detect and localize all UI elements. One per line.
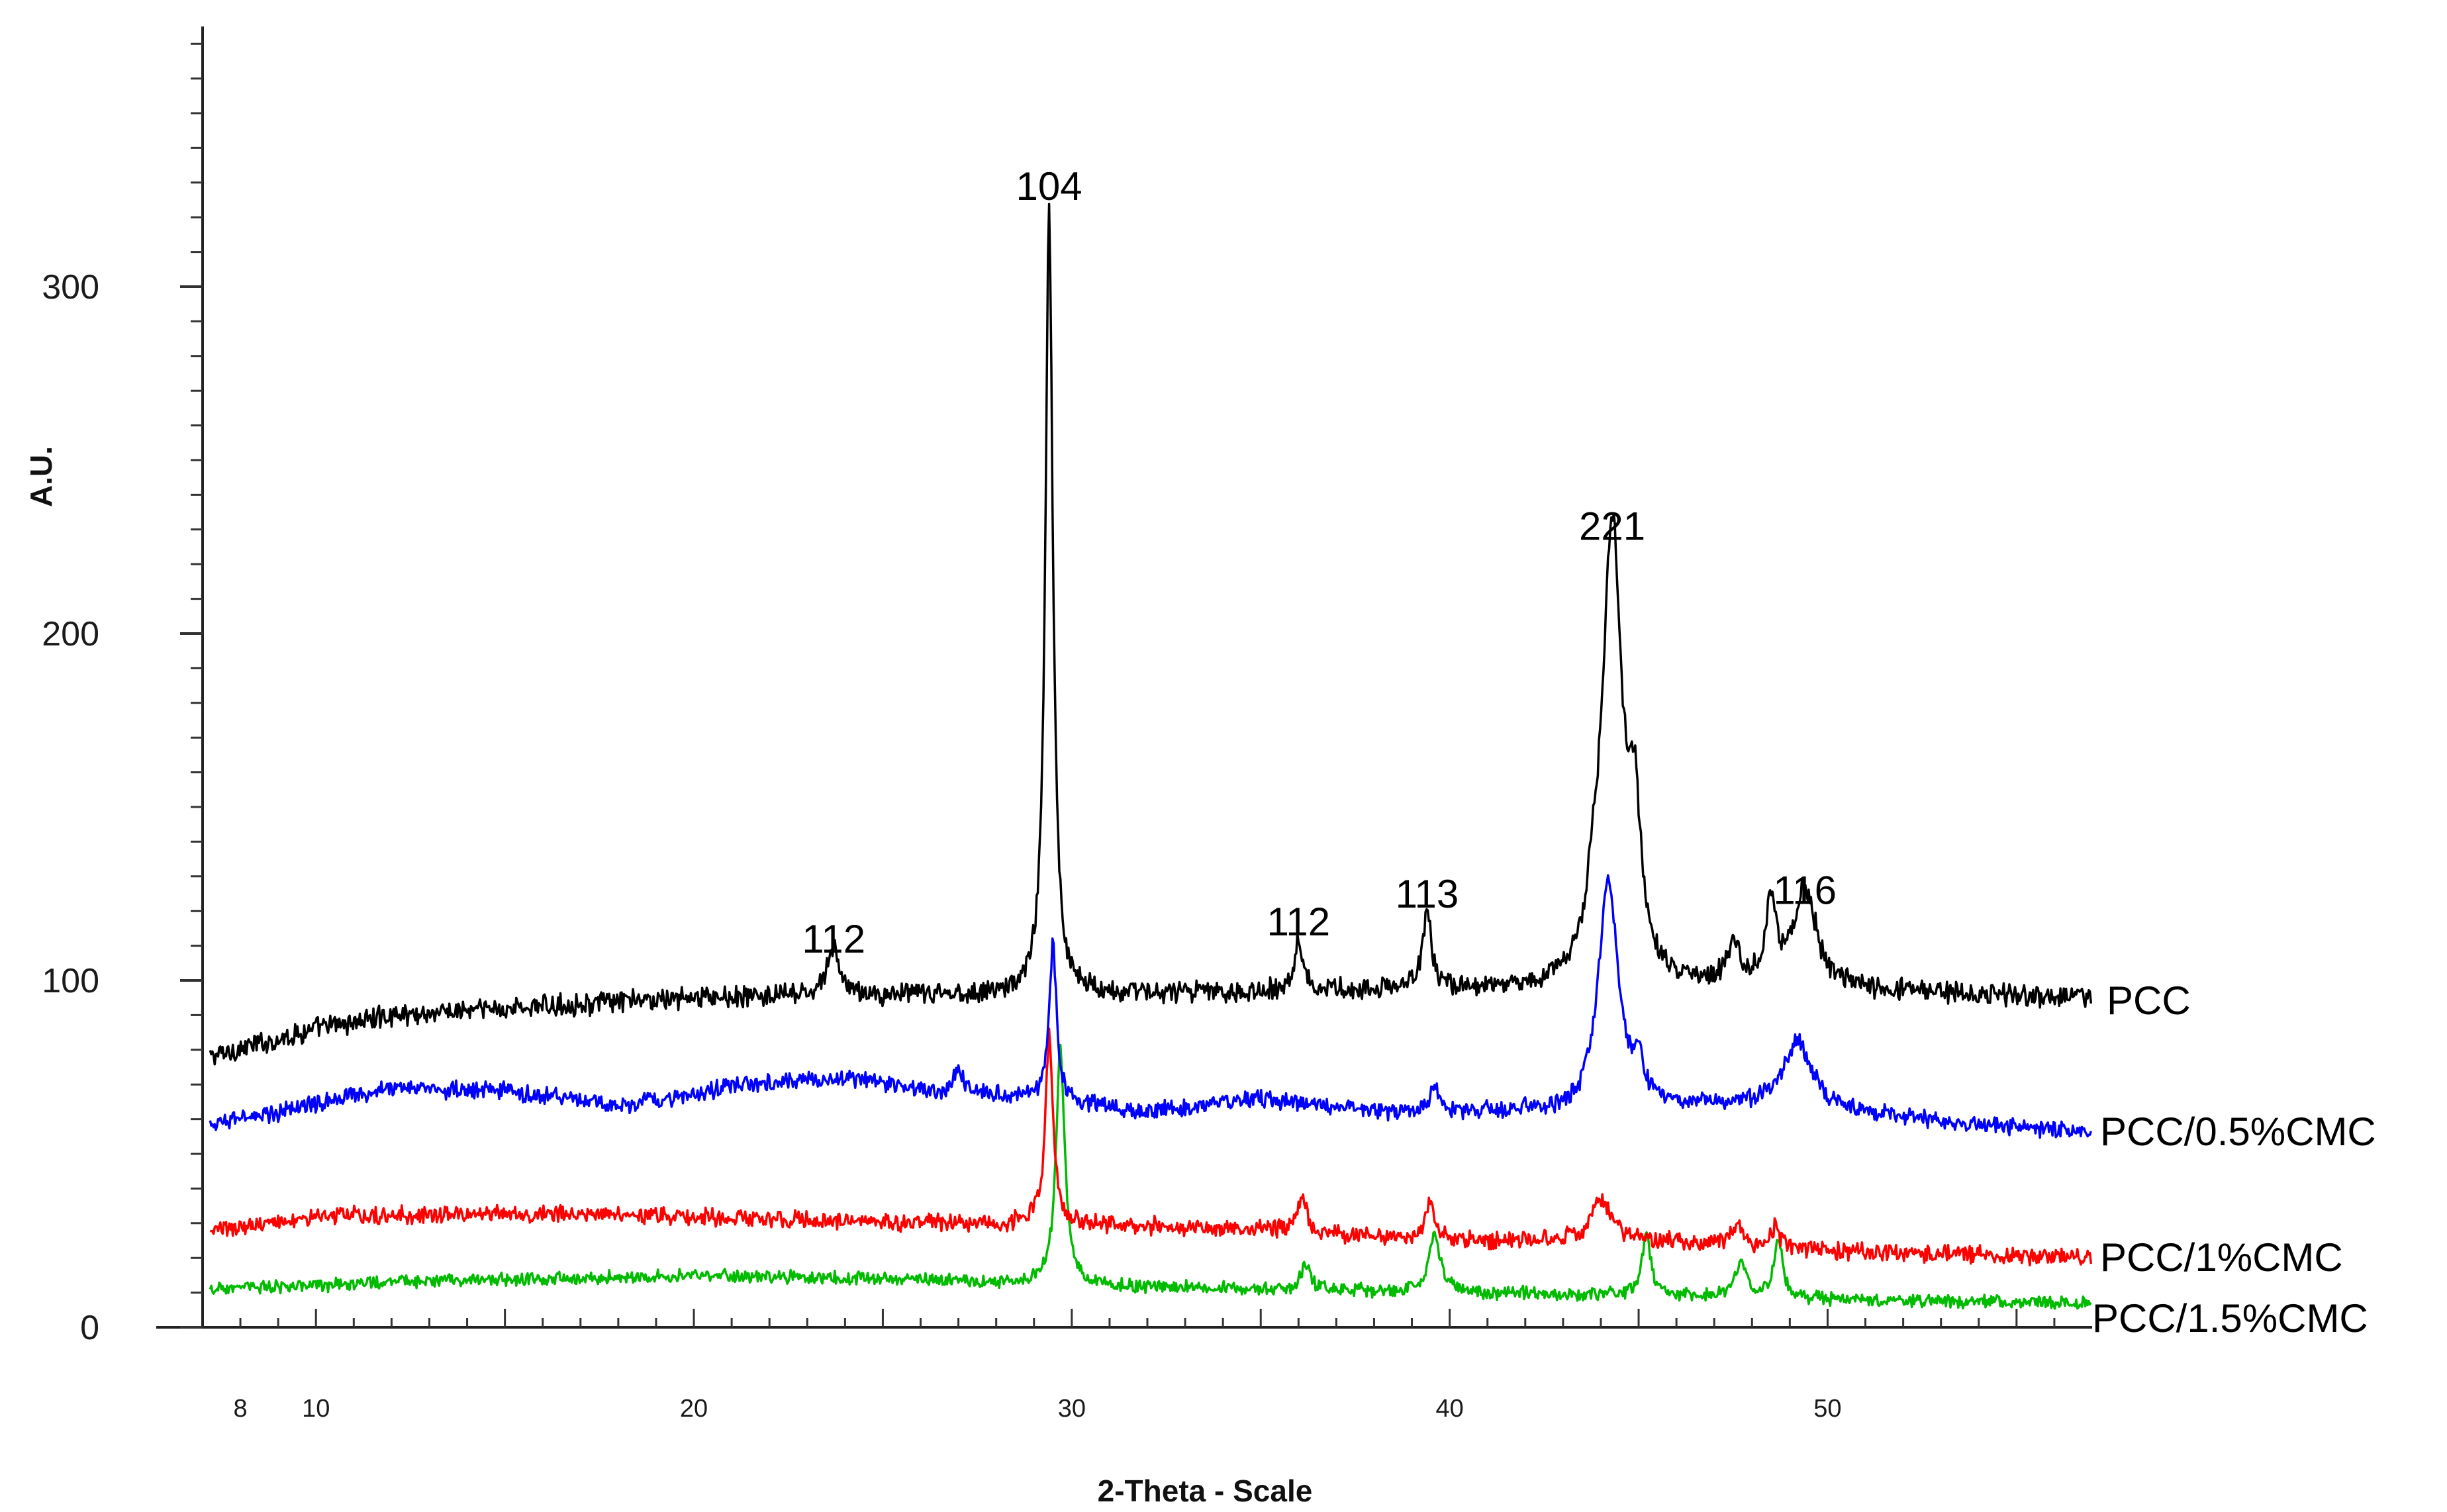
x-tick-label: 40 [1435, 1395, 1463, 1423]
series-line-pcc-1-5-cmc [209, 1043, 2092, 1310]
series-label: PCC/1.5%CMC [2092, 1296, 2368, 1341]
series-label: PCC/0.5%CMC [2100, 1110, 2376, 1154]
peak-labels: 112 104 112 113 221 116 [802, 164, 1837, 961]
x-tick-label: 30 [1058, 1395, 1086, 1423]
axes: 0 100 200 300 8 10 20 30 40 50 [42, 26, 2092, 1423]
x-tick-label: 20 [680, 1395, 708, 1423]
x-axis-label: 2-Theta - Scale [1098, 1474, 1313, 1508]
x-ticks: 8 10 20 30 40 50 [234, 1309, 2056, 1423]
series-group [209, 203, 2093, 1310]
series-line-pcc-0-5-cmc [209, 874, 2092, 1139]
y-tick-label: 200 [42, 615, 99, 653]
series-line-pcc-1-cmc [209, 1027, 2093, 1267]
peak-label: 221 [1579, 504, 1645, 549]
y-tick-label: 300 [42, 268, 99, 307]
peak-label: 104 [1016, 164, 1082, 209]
y-tick-label: 0 [80, 1309, 99, 1347]
peak-label: 113 [1396, 872, 1459, 916]
series-line-pcc [209, 203, 2093, 1066]
series-label: PCC/1%CMC [2100, 1235, 2343, 1280]
x-tick-label: 8 [234, 1395, 248, 1423]
peak-label: 116 [1773, 869, 1837, 913]
x-tick-label: 10 [302, 1395, 330, 1423]
y-axis-label: A.U. [24, 446, 58, 507]
y-ticks: 0 100 200 300 [42, 42, 203, 1347]
y-tick-label: 100 [42, 962, 99, 1000]
x-tick-label: 50 [1813, 1395, 1841, 1423]
series-label: PCC [2107, 978, 2191, 1023]
peak-label: 112 [802, 917, 865, 961]
series-labels: PCC PCC/0.5%CMC PCC/1%CMC PCC/1.5%CMC [2092, 978, 2376, 1341]
peak-label: 112 [1267, 900, 1330, 944]
